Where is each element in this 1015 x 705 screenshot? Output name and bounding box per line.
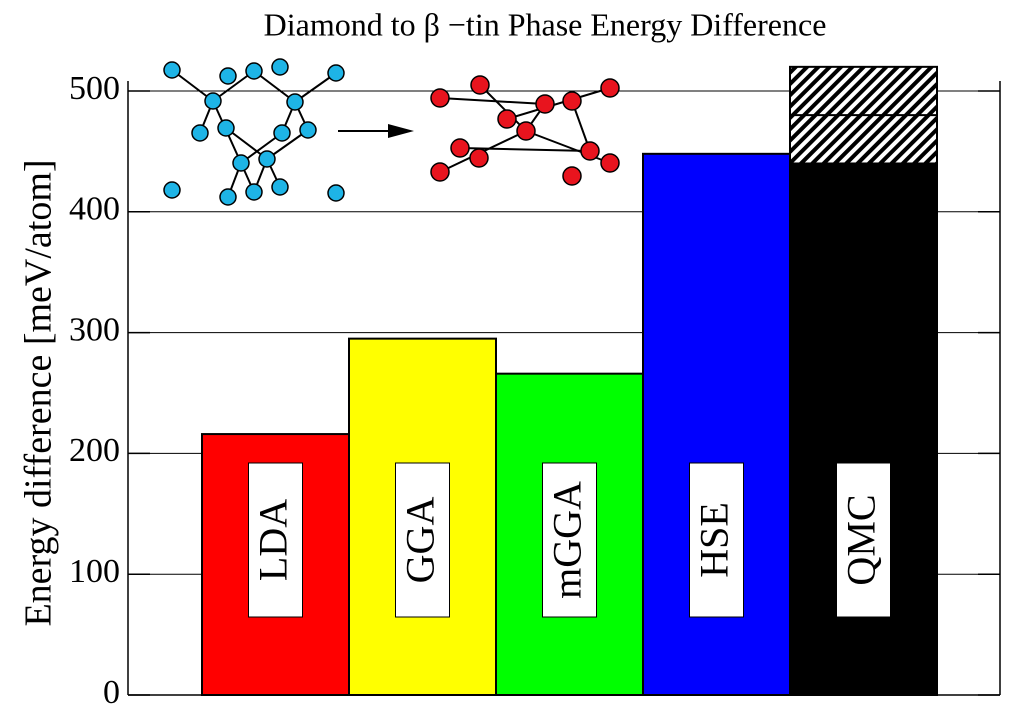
y-tick-label: 400 xyxy=(69,191,120,228)
bar-label: HSE xyxy=(692,502,737,578)
bar-label: GGA xyxy=(398,497,443,584)
y-tick-label: 300 xyxy=(69,311,120,348)
chart-title: Diamond to β −tin Phase Energy Differenc… xyxy=(264,6,827,42)
y-axis-label: Energy difference [meV/atom] xyxy=(18,159,60,626)
page: Diamond to β −tin Phase Energy Differenc… xyxy=(0,0,1015,705)
bar-label: QMC xyxy=(839,494,884,585)
bar-label: mGGA xyxy=(545,481,590,599)
y-tick-label: 100 xyxy=(69,553,120,590)
y-tick-label: 200 xyxy=(69,432,120,469)
chart: Diamond to β −tin Phase Energy Differenc… xyxy=(0,0,1015,705)
y-tick-label: 500 xyxy=(69,70,120,107)
y-tick-label: 0 xyxy=(103,674,120,705)
bar-label: LDA xyxy=(251,499,296,581)
